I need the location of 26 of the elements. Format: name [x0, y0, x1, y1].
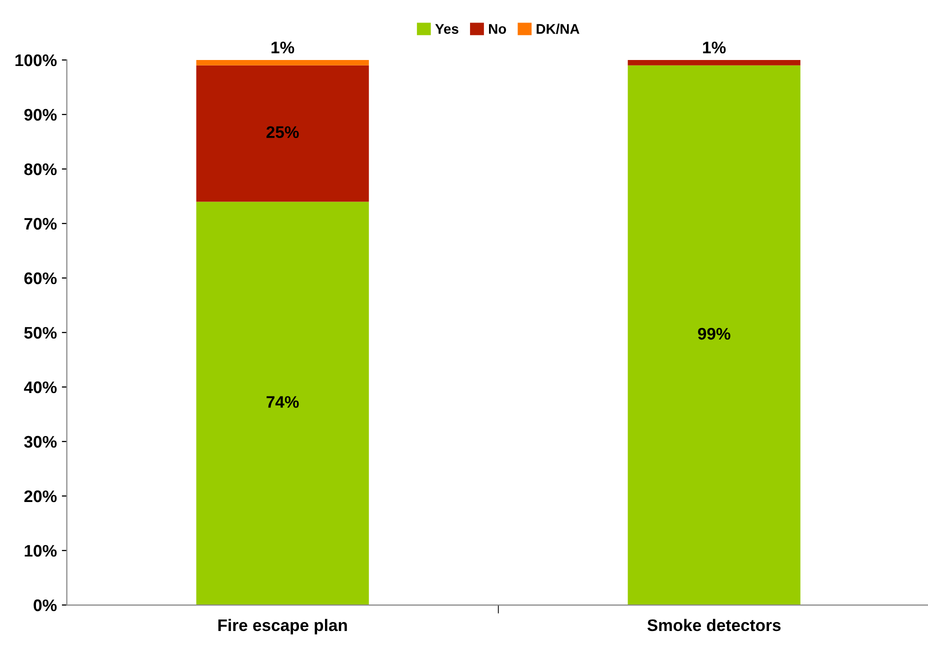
- legend-label: Yes: [435, 24, 458, 34]
- y-tick-label: 40%: [24, 381, 57, 394]
- bar: [628, 65, 800, 606]
- bar: [196, 65, 369, 202]
- data-label: 25%: [266, 126, 299, 138]
- bar: [628, 60, 800, 66]
- data-label: 74%: [266, 396, 299, 408]
- bar: [196, 60, 369, 66]
- x-tick-label: Smoke detectors: [647, 618, 781, 632]
- data-label: 1%: [272, 42, 294, 54]
- y-tick-label: 0%: [34, 599, 57, 612]
- y-tick-label: 20%: [24, 490, 57, 502]
- y-tick-label: 10%: [24, 544, 57, 557]
- y-tick-label: 60%: [24, 272, 57, 284]
- y-tick-label: 50%: [24, 326, 57, 339]
- y-tick-label: 90%: [24, 108, 57, 121]
- legend-label: DK/NA: [536, 24, 580, 34]
- data-label: 99%: [698, 328, 730, 340]
- data-label: 1%: [703, 42, 726, 54]
- y-tick-label: 80%: [24, 163, 57, 176]
- bar: [196, 202, 369, 606]
- y-tick-label: 100%: [16, 54, 57, 66]
- x-tick-label: Fire escape plan: [218, 618, 347, 634]
- legend-label: No: [489, 24, 506, 34]
- y-tick-label: 70%: [24, 218, 57, 230]
- y-tick-label: 30%: [24, 436, 57, 448]
